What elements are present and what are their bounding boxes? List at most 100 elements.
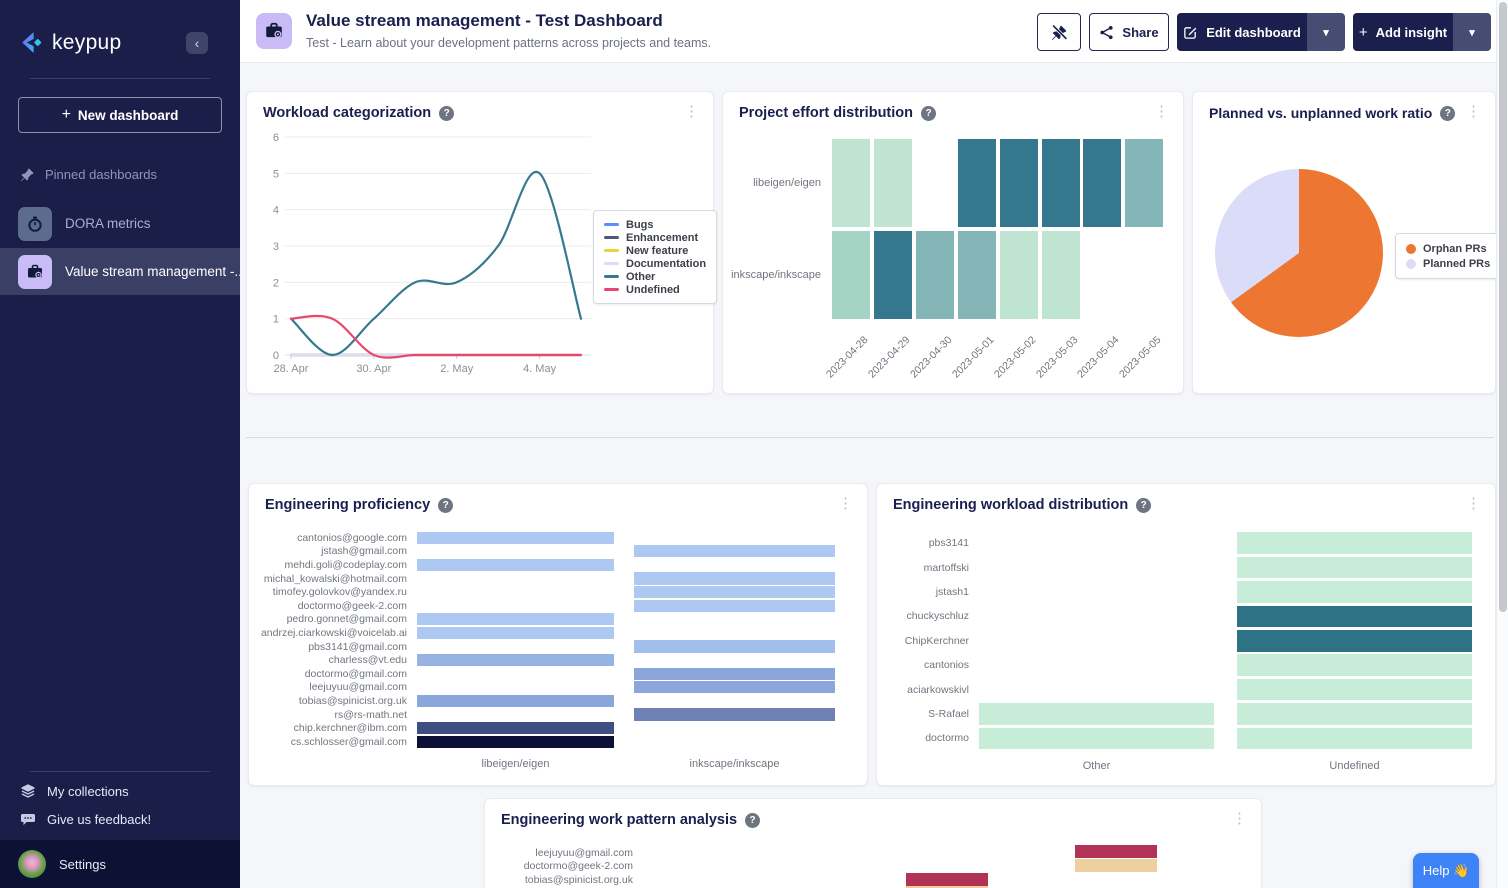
heatmap-row: cantonios: [877, 653, 1495, 677]
heatmap-slot: [417, 653, 614, 667]
heatmap-slot: [417, 545, 614, 559]
x-axis-column-label: Other: [1082, 759, 1111, 772]
heatmap-slot: [634, 694, 835, 708]
chevron-left-icon: ‹: [194, 35, 200, 51]
heatmap-cell: [634, 586, 835, 599]
heatmap-slot: [634, 681, 835, 695]
panel-title: Engineering work pattern analysis: [501, 812, 738, 828]
heatmap-row: cantonios@google.com: [249, 531, 867, 545]
legend-label: Other: [626, 270, 656, 283]
help-icon[interactable]: ?: [745, 812, 761, 828]
brand-name: keypup: [52, 30, 122, 54]
share-button[interactable]: Share: [1089, 13, 1169, 51]
heatmap-slot: [1237, 677, 1472, 701]
heatmap-slot: [417, 585, 614, 599]
kebab-menu-icon[interactable]: ⋮: [1154, 103, 1169, 120]
heatmap-row: aciarkowskivl: [877, 677, 1495, 701]
heatmap-slot: [634, 721, 835, 735]
heatmap-slot: [634, 667, 835, 681]
heatmap-cell: [417, 735, 614, 748]
heatmap-slot: [634, 558, 835, 572]
panel-planned-vs-unplanned: Planned vs. unplanned work ratio ? ⋮ Orp…: [1192, 91, 1502, 394]
sidebar-item-value-stream-management[interactable]: Value stream management -...: [0, 248, 240, 295]
sidebar: keypup ‹ + New dashboard Pinned dashboar…: [0, 0, 240, 888]
kebab-menu-icon[interactable]: ⋮: [1232, 810, 1247, 827]
heatmap-slot: [417, 681, 614, 695]
pinned-dashboards-label: Pinned dashboards: [45, 167, 158, 182]
kebab-menu-icon[interactable]: ⋮: [838, 495, 853, 512]
kebab-menu-icon[interactable]: ⋮: [684, 103, 699, 120]
heatmap-slot: [417, 640, 614, 654]
scrollbar-thumb[interactable]: [1499, 2, 1507, 612]
y-axis-tick-label: 4: [273, 205, 279, 217]
chat-bubble-icon: [21, 814, 35, 825]
heatmap-slot: [417, 735, 614, 749]
legend-item[interactable]: Undefined: [604, 283, 706, 296]
heatmap-cell: [634, 667, 835, 680]
y-axis-tick-label: 2: [273, 277, 279, 289]
heatmap-row-label: pbs3141: [928, 537, 969, 550]
settings-row[interactable]: Settings: [0, 840, 240, 888]
heatmap-slot: [417, 572, 614, 586]
heatmap-cell: [999, 139, 1038, 227]
heatmap-slot: [634, 585, 835, 599]
add-insight-button[interactable]: + Add insight: [1353, 13, 1453, 51]
sidebar-item-dora-metrics[interactable]: DORA metrics: [0, 200, 240, 247]
add-insight-dropdown-button[interactable]: ▾: [1453, 13, 1491, 51]
kebab-menu-icon[interactable]: ⋮: [1466, 495, 1481, 512]
legend-item[interactable]: New feature: [604, 244, 706, 257]
x-axis-column-label: inkscape/inkscape: [689, 757, 780, 770]
legend-item[interactable]: Enhancement: [604, 231, 706, 244]
legend-item[interactable]: Orphan PRs: [1406, 241, 1490, 256]
x-axis-column-label: Undefined: [1329, 759, 1380, 772]
y-axis-tick-label: 5: [273, 168, 279, 180]
heatmap-cell: [999, 231, 1038, 319]
heatmap-column-labels: libeigen/eigen inkscape/inkscape: [249, 758, 867, 770]
legend-swatch: [604, 275, 619, 278]
help-icon[interactable]: ?: [439, 105, 455, 121]
help-icon[interactable]: ?: [921, 105, 936, 121]
heatmap-slot: [979, 555, 1214, 579]
stopwatch-icon: [18, 206, 52, 241]
my-collections-link[interactable]: My collections: [20, 783, 129, 799]
new-dashboard-button[interactable]: + New dashboard: [18, 97, 222, 133]
sidebar-collapse-button[interactable]: ‹: [186, 32, 208, 54]
heatmap-row-label: mehdi.goli@codeplay.com: [284, 558, 407, 571]
brand-logo[interactable]: keypup ‹: [18, 30, 222, 55]
help-button-label: Help 👋: [1422, 862, 1470, 878]
heatmap-cell: [417, 531, 614, 544]
heatmap-row: leejuyuu@gmail.com: [249, 681, 867, 695]
heatmap-row-label: doctormo@geek-2.com: [297, 599, 407, 612]
heatmap-cell: [979, 727, 1214, 750]
edit-dashboard-dropdown-button[interactable]: ▾: [1307, 13, 1345, 51]
heatmap-cell: [1237, 581, 1472, 603]
chevron-down-icon: ▾: [1469, 26, 1475, 39]
heatmap-row-label: chip.kerchner@ibm.com: [293, 722, 407, 735]
kebab-menu-icon[interactable]: ⋮: [1466, 103, 1481, 120]
feedback-link[interactable]: Give us feedback!: [20, 811, 151, 827]
unpin-dashboard-button[interactable]: [1037, 13, 1081, 51]
legend-item[interactable]: Documentation: [604, 257, 706, 270]
heatmap-cell: [417, 722, 614, 735]
legend-item[interactable]: Other: [604, 270, 706, 283]
legend-swatch: [604, 236, 619, 239]
share-icon: [1100, 25, 1114, 39]
heatmap-slot: [634, 613, 835, 627]
page-subtitle: Test - Learn about your development patt…: [306, 36, 712, 50]
heatmap-slot: [1237, 702, 1472, 726]
help-icon[interactable]: ?: [1136, 497, 1152, 513]
plus-icon: +: [1358, 23, 1368, 41]
heatmap-row: timofey.golovkov@yandex.ru: [249, 585, 867, 599]
heatmap-slot: [1237, 604, 1472, 628]
edit-dashboard-button[interactable]: Edit dashboard: [1177, 13, 1307, 51]
heatmap-row: chip.kerchner@ibm.com: [249, 721, 867, 735]
vertical-scrollbar[interactable]: [1496, 0, 1508, 888]
x-axis-tick-label: 28. Apr: [274, 363, 309, 375]
legend-item[interactable]: Bugs: [604, 218, 706, 231]
x-axis-tick-label: 2. May: [440, 363, 474, 375]
help-icon[interactable]: ?: [438, 497, 454, 513]
legend-item[interactable]: Planned PRs: [1406, 256, 1490, 271]
help-icon[interactable]: ?: [1440, 105, 1456, 121]
help-button[interactable]: Help 👋: [1413, 853, 1479, 888]
divider: [30, 771, 210, 772]
